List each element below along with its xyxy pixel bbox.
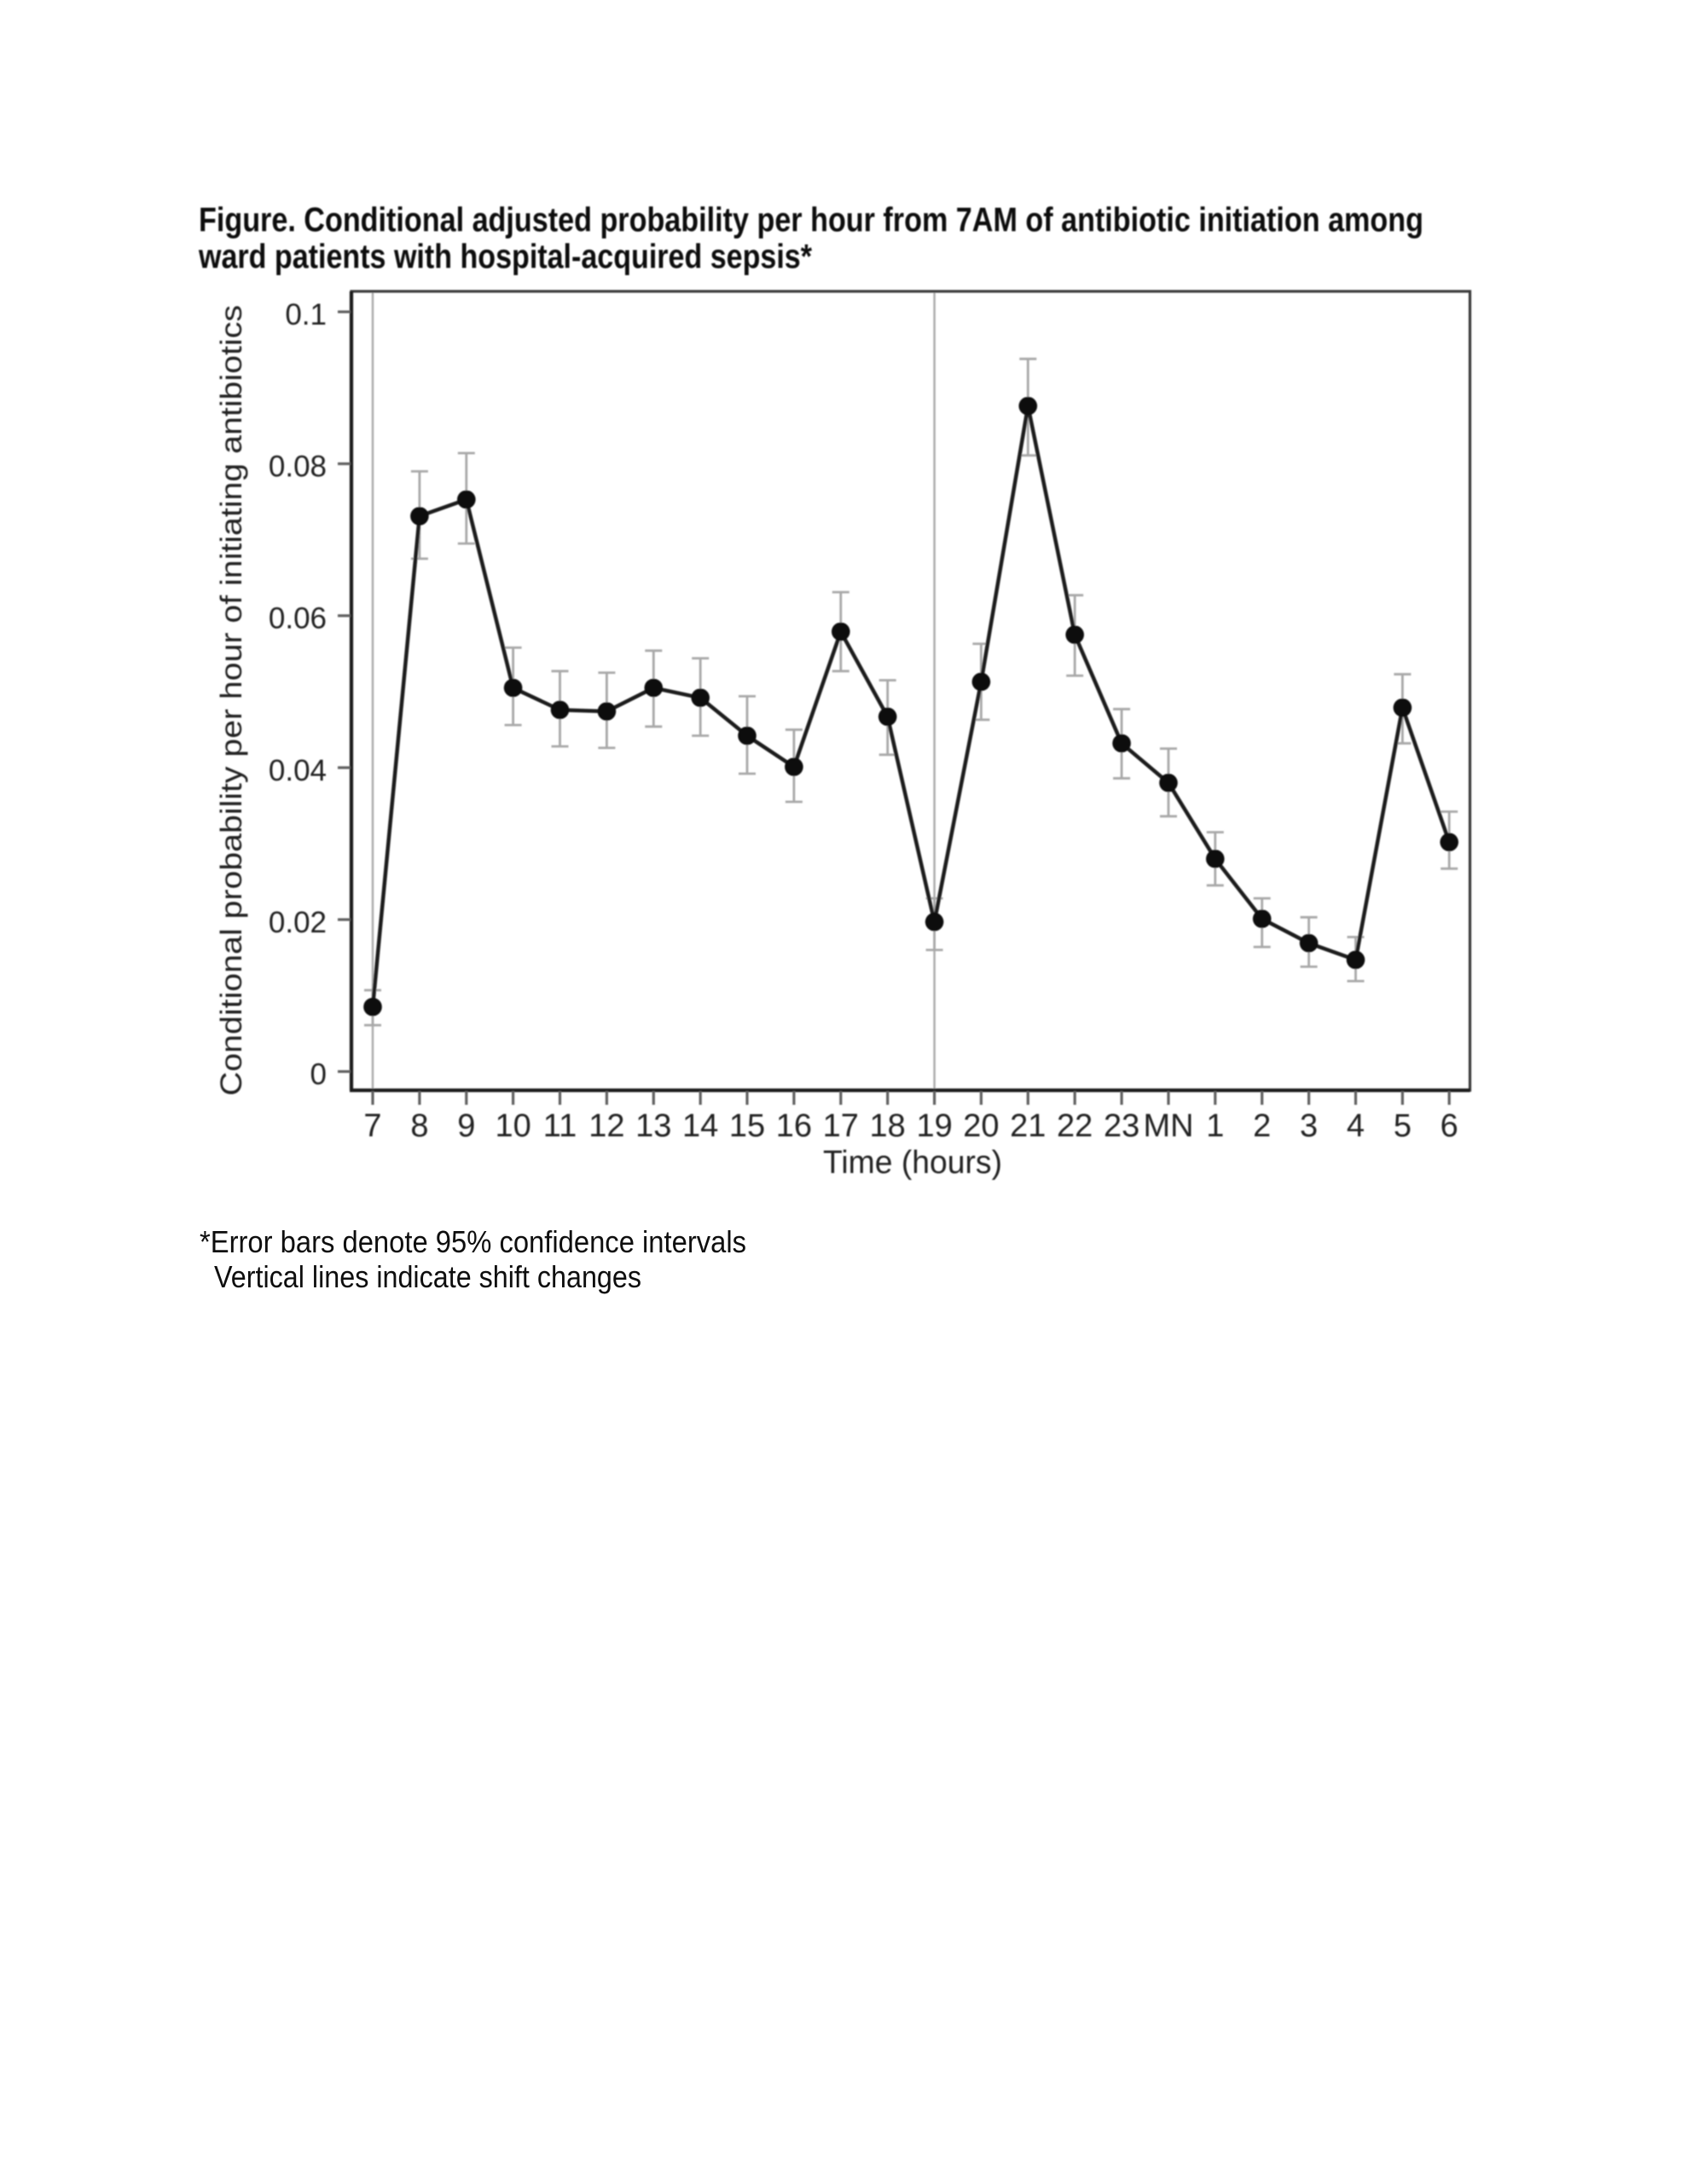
svg-text:0.04: 0.04 bbox=[269, 754, 327, 787]
svg-text:Conditional probability per ho: Conditional probability per hour of init… bbox=[215, 305, 248, 1096]
svg-text:12: 12 bbox=[588, 1108, 624, 1144]
svg-text:ward patients with hospital-ac: ward patients with hospital-acquired sep… bbox=[198, 238, 812, 276]
svg-text:0.02: 0.02 bbox=[269, 906, 327, 939]
svg-text:1: 1 bbox=[1206, 1108, 1224, 1144]
svg-text:10: 10 bbox=[495, 1108, 530, 1144]
svg-text:5: 5 bbox=[1394, 1108, 1412, 1144]
svg-text:22: 22 bbox=[1057, 1108, 1093, 1144]
svg-text:8: 8 bbox=[410, 1108, 428, 1144]
svg-text:Figure. Conditional adjusted p: Figure. Conditional adjusted probability… bbox=[199, 201, 1423, 239]
svg-text:18: 18 bbox=[870, 1108, 906, 1144]
svg-text:11: 11 bbox=[543, 1108, 577, 1144]
svg-text:21: 21 bbox=[1010, 1108, 1046, 1144]
svg-text:16: 16 bbox=[776, 1108, 812, 1144]
svg-text:0.1: 0.1 bbox=[285, 299, 327, 332]
svg-text:23: 23 bbox=[1104, 1108, 1139, 1144]
svg-text:4: 4 bbox=[1347, 1108, 1365, 1144]
svg-text:MN: MN bbox=[1143, 1108, 1193, 1144]
svg-text:17: 17 bbox=[823, 1108, 859, 1144]
svg-text:7: 7 bbox=[363, 1108, 381, 1144]
svg-text:6: 6 bbox=[1441, 1108, 1458, 1144]
svg-text:Vertical lines indicate shift: Vertical lines indicate shift changes bbox=[214, 1259, 641, 1294]
svg-text:0.06: 0.06 bbox=[269, 602, 327, 636]
svg-text:19: 19 bbox=[916, 1108, 952, 1144]
svg-text:20: 20 bbox=[963, 1108, 999, 1144]
svg-text:9: 9 bbox=[457, 1108, 475, 1144]
svg-text:2: 2 bbox=[1253, 1108, 1271, 1144]
svg-text:*Error bars denote 95% confide: *Error bars denote 95% confidence interv… bbox=[200, 1224, 746, 1259]
svg-text:15: 15 bbox=[729, 1108, 765, 1144]
svg-text:3: 3 bbox=[1300, 1108, 1318, 1144]
svg-text:14: 14 bbox=[682, 1108, 718, 1144]
svg-text:13: 13 bbox=[635, 1108, 671, 1144]
svg-text:Time (hours): Time (hours) bbox=[823, 1145, 1002, 1181]
svg-text:0: 0 bbox=[310, 1058, 327, 1091]
svg-text:0.08: 0.08 bbox=[269, 450, 327, 484]
